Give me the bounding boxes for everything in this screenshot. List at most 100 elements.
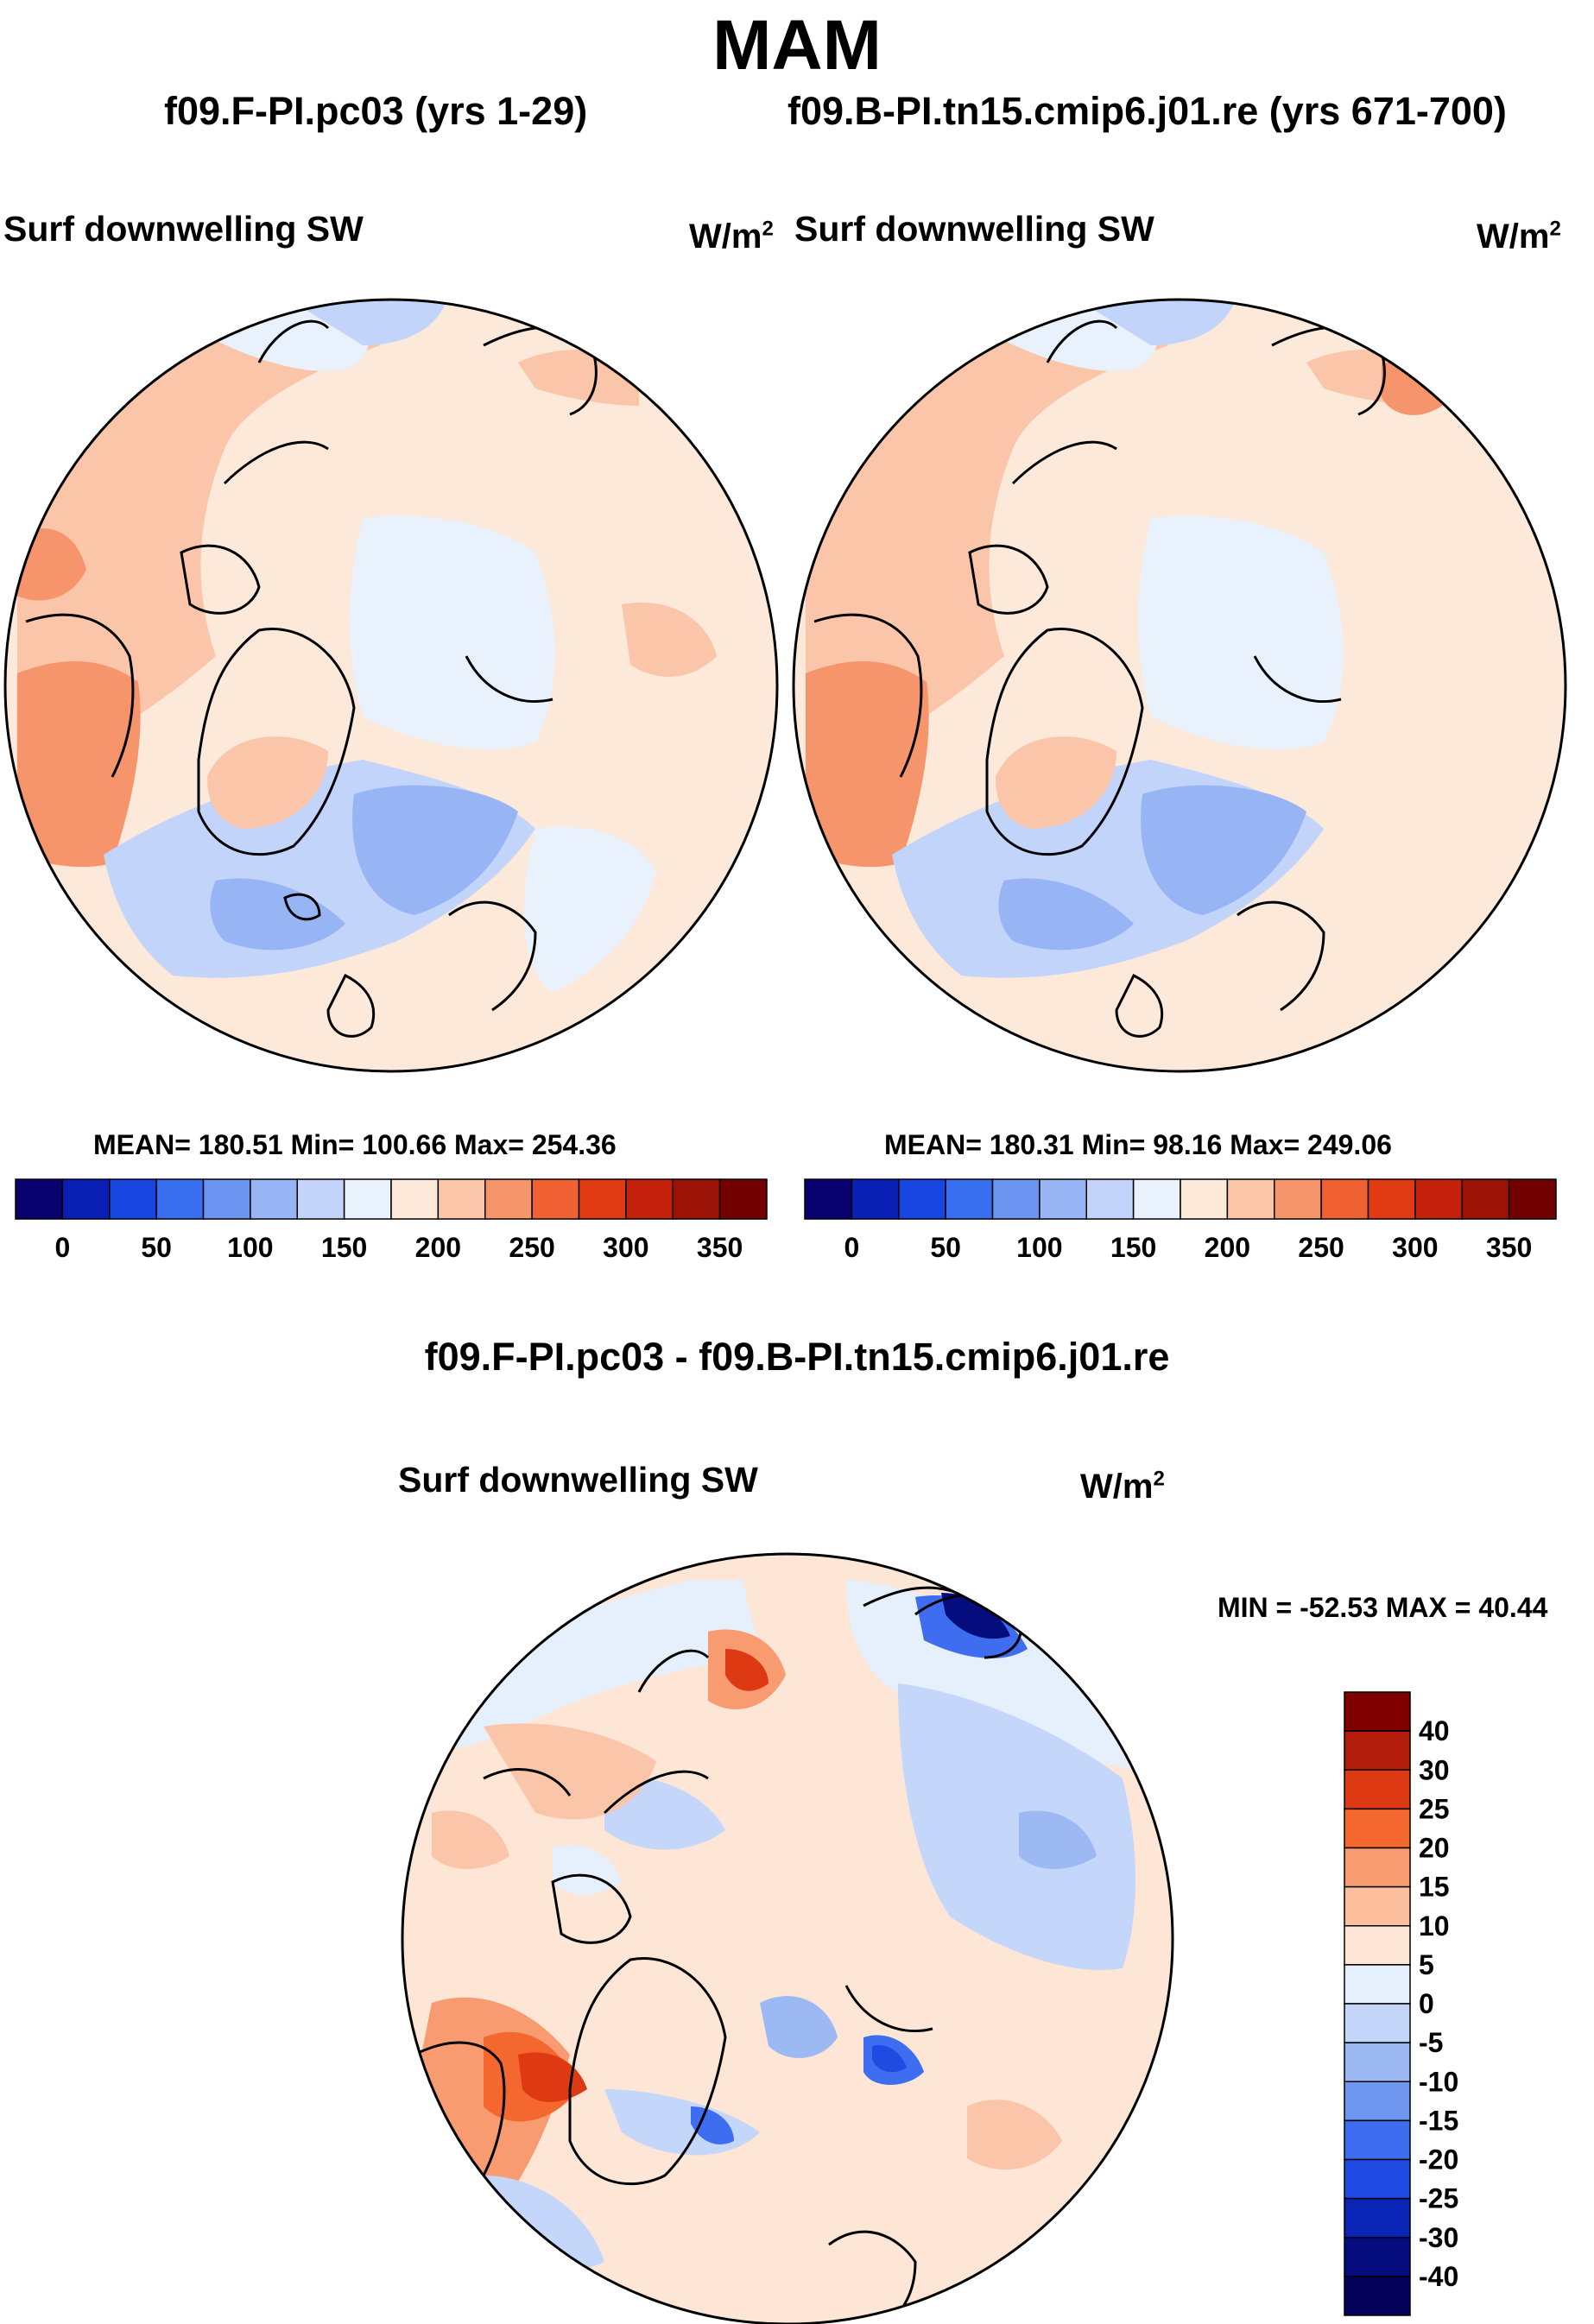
cb3-swatch (1344, 1847, 1411, 1888)
cb3-tick-label: 30 (1419, 1754, 1450, 1785)
cb3-swatch (1344, 1964, 1411, 2005)
cb3-swatch (1344, 2237, 1411, 2277)
cb1-tick-label: 200 (415, 1232, 461, 1263)
cb3-tick-label: 40 (1419, 1715, 1450, 1746)
cb1-swatch (672, 1178, 721, 1220)
cb2-swatch (1085, 1178, 1135, 1220)
cb3-swatch (1344, 1730, 1411, 1771)
cb1-tick-label: 150 (321, 1232, 367, 1263)
cb1-swatch (484, 1178, 533, 1220)
cb3-tick-label: -20 (1419, 2144, 1458, 2176)
cb3-tick-label: -5 (1419, 2027, 1443, 2058)
cb1-swatch (625, 1178, 674, 1220)
panel1-variable-title: Surf downwelling SW (3, 209, 364, 249)
panel2-stats: MEAN= 180.31 Min= 98.16 Max= 249.06 (884, 1129, 1392, 1160)
panel2-case-title: f09.B-PI.tn15.cmip6.j01.re (yrs 671-700) (788, 89, 1507, 133)
cb3-swatch (1344, 1885, 1411, 1927)
cb2-tick-label: 0 (844, 1232, 859, 1263)
panel2-colorbar: 0 50 100 150 200 250 300 350 (804, 1178, 1557, 1263)
cb1-swatch (202, 1178, 251, 1220)
cb1-swatch (578, 1178, 627, 1220)
map-panel-1 (3, 298, 779, 1073)
cb3-swatch (1344, 1925, 1411, 1966)
cb2-tick-label: 50 (930, 1232, 961, 1263)
cb2-swatch (1180, 1178, 1229, 1220)
cb3-swatch (1344, 2081, 1411, 2122)
cb3-tick-label: 20 (1419, 1833, 1450, 1864)
cb3-swatch (1344, 1769, 1411, 1810)
cb1-tick-label: 250 (509, 1232, 554, 1263)
cb2-swatch (851, 1178, 900, 1220)
cb3-swatch (1344, 2197, 1411, 2239)
cb2-tick-label: 300 (1392, 1232, 1438, 1263)
map3-field (402, 1554, 1173, 2324)
difference-colorbar: 40 30 25 20 15 10 5 0 -5 -10 -15 -20 -25 -30 -40 (1344, 1691, 1458, 2316)
cb3-swatch (1344, 2276, 1411, 2316)
cb2-swatch (1132, 1178, 1181, 1220)
cb3-tick-label: -10 (1419, 2066, 1458, 2097)
cb3-tick-label: 5 (1419, 1949, 1434, 1980)
difference-units: W/m2 (1080, 1467, 1165, 1506)
panel2-units: W/m2 (1477, 217, 1561, 256)
cb1-swatch (155, 1178, 205, 1220)
cb2-tick-label: 250 (1298, 1232, 1344, 1263)
cb3-tick-label: 10 (1419, 1910, 1450, 1942)
cb2-tick-label: 200 (1205, 1232, 1250, 1263)
cb1-swatch (250, 1178, 298, 1220)
cb3-swatch (1344, 2119, 1411, 2161)
cb3-swatch (1344, 1808, 1411, 1849)
panel1-units: W/m2 (689, 217, 774, 256)
cb1-tick-label: 350 (697, 1232, 743, 1263)
cb3-swatch (1344, 1691, 1411, 1732)
cb2-swatch (804, 1178, 853, 1220)
cb1-swatch (15, 1178, 64, 1220)
cb2-swatch (945, 1178, 994, 1220)
cb1-swatch (437, 1178, 486, 1220)
cb2-tick-label: 150 (1110, 1232, 1156, 1263)
cb2-swatch (1226, 1178, 1275, 1220)
map1-boundary-circle (3, 298, 779, 1073)
cb3-tick-label: -25 (1419, 2183, 1458, 2214)
cb3-tick-label: -15 (1419, 2105, 1458, 2136)
cb1-swatch (343, 1178, 392, 1220)
cb2-swatch (1274, 1178, 1322, 1220)
difference-minmax: MIN = -52.53 MAX = 40.44 (1218, 1592, 1548, 1623)
cb1-tick-label: 0 (54, 1232, 70, 1263)
map2-boundary-circle (792, 298, 1567, 1073)
cb1-tick-label: 50 (141, 1232, 172, 1263)
cb2-tick-label: 100 (1016, 1232, 1062, 1263)
cb1-swatch (390, 1178, 440, 1220)
cb3-tick-label: -30 (1419, 2222, 1458, 2253)
cb3-tick-label: -40 (1419, 2261, 1458, 2292)
cb2-swatch (1461, 1178, 1510, 1220)
difference-title: f09.F-PI.pc03 - f09.B-PI.tn15.cmip6.j01.… (424, 1335, 1170, 1379)
cb2-swatch (1039, 1178, 1087, 1220)
cb2-swatch (898, 1178, 946, 1220)
cb2-swatch (1508, 1178, 1557, 1220)
map-panel-2 (792, 298, 1567, 1073)
panel1-stats: MEAN= 180.51 Min= 100.66 Max= 254.36 (93, 1129, 617, 1160)
cb3-swatch (1344, 2003, 1411, 2043)
cb3-swatch (1344, 2158, 1411, 2200)
main-title: MAM (712, 6, 882, 85)
cb2-swatch (1367, 1178, 1416, 1220)
cb2-swatch (1320, 1178, 1369, 1220)
panel2-variable-title: Surf downwelling SW (794, 209, 1154, 249)
cb2-tick-label: 350 (1486, 1232, 1532, 1263)
cb2-swatch (991, 1178, 1041, 1220)
cb3-tick-label: 25 (1419, 1793, 1450, 1824)
cb1-swatch (531, 1178, 580, 1220)
cb3-swatch (1344, 2042, 1411, 2082)
cb3-tick-label: 0 (1419, 1988, 1434, 2019)
difference-variable-title: Surf downwelling SW (398, 1460, 758, 1500)
cb1-tick-label: 100 (227, 1232, 273, 1263)
cb1-swatch (296, 1178, 345, 1220)
cb1-swatch (718, 1178, 768, 1220)
cb2-swatch (1414, 1178, 1463, 1220)
cb1-tick-label: 300 (603, 1232, 648, 1263)
cb3-tick-label: 15 (1419, 1872, 1450, 1903)
panel1-case-title: f09.F-PI.pc03 (yrs 1-29) (164, 89, 588, 133)
map3-boundary-circle (401, 1552, 1174, 2324)
map-panel-difference (401, 1552, 1174, 2324)
